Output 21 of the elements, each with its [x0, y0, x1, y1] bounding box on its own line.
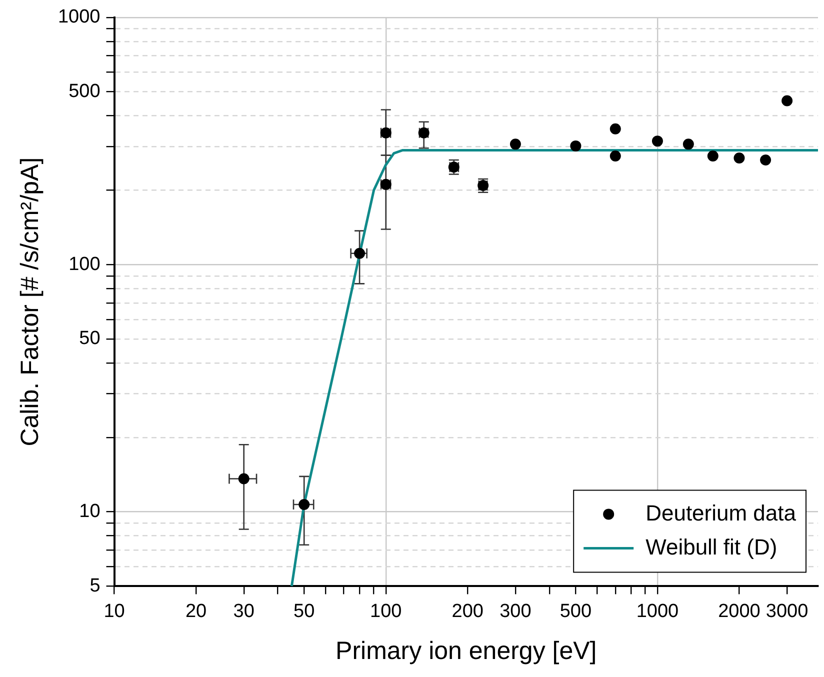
x-axis-title: Primary ion energy [eV]: [336, 636, 597, 665]
y-tick-label: 5: [90, 575, 100, 596]
x-tick-label: 300: [500, 600, 532, 622]
x-tick-label: 50: [294, 600, 315, 622]
x-tick-label: 20: [185, 600, 207, 622]
x-tick-label: 200: [452, 600, 484, 622]
x-tick-label: 10: [104, 600, 125, 622]
y-tick-label: 100: [68, 254, 100, 275]
y-tick-label: 500: [68, 81, 100, 102]
y-axis-title: Calib. Factor [# /s/cm²/pA]: [16, 157, 44, 446]
y-tick-label: 10: [79, 501, 100, 522]
x-tick-label: 500: [560, 600, 592, 622]
x-tick-label: 100: [370, 600, 402, 622]
legend-label: Weibull fit (D): [646, 534, 778, 560]
x-tick-label: 3000: [766, 600, 808, 622]
x-tick-label: 2000: [718, 600, 760, 622]
legend-label: Deuterium data: [646, 500, 797, 526]
y-tick-label: 50: [79, 328, 100, 350]
x-tick-label: 30: [233, 600, 254, 622]
y-tick-label: 1000: [58, 6, 100, 28]
x-tick-label: 1000: [636, 600, 679, 622]
